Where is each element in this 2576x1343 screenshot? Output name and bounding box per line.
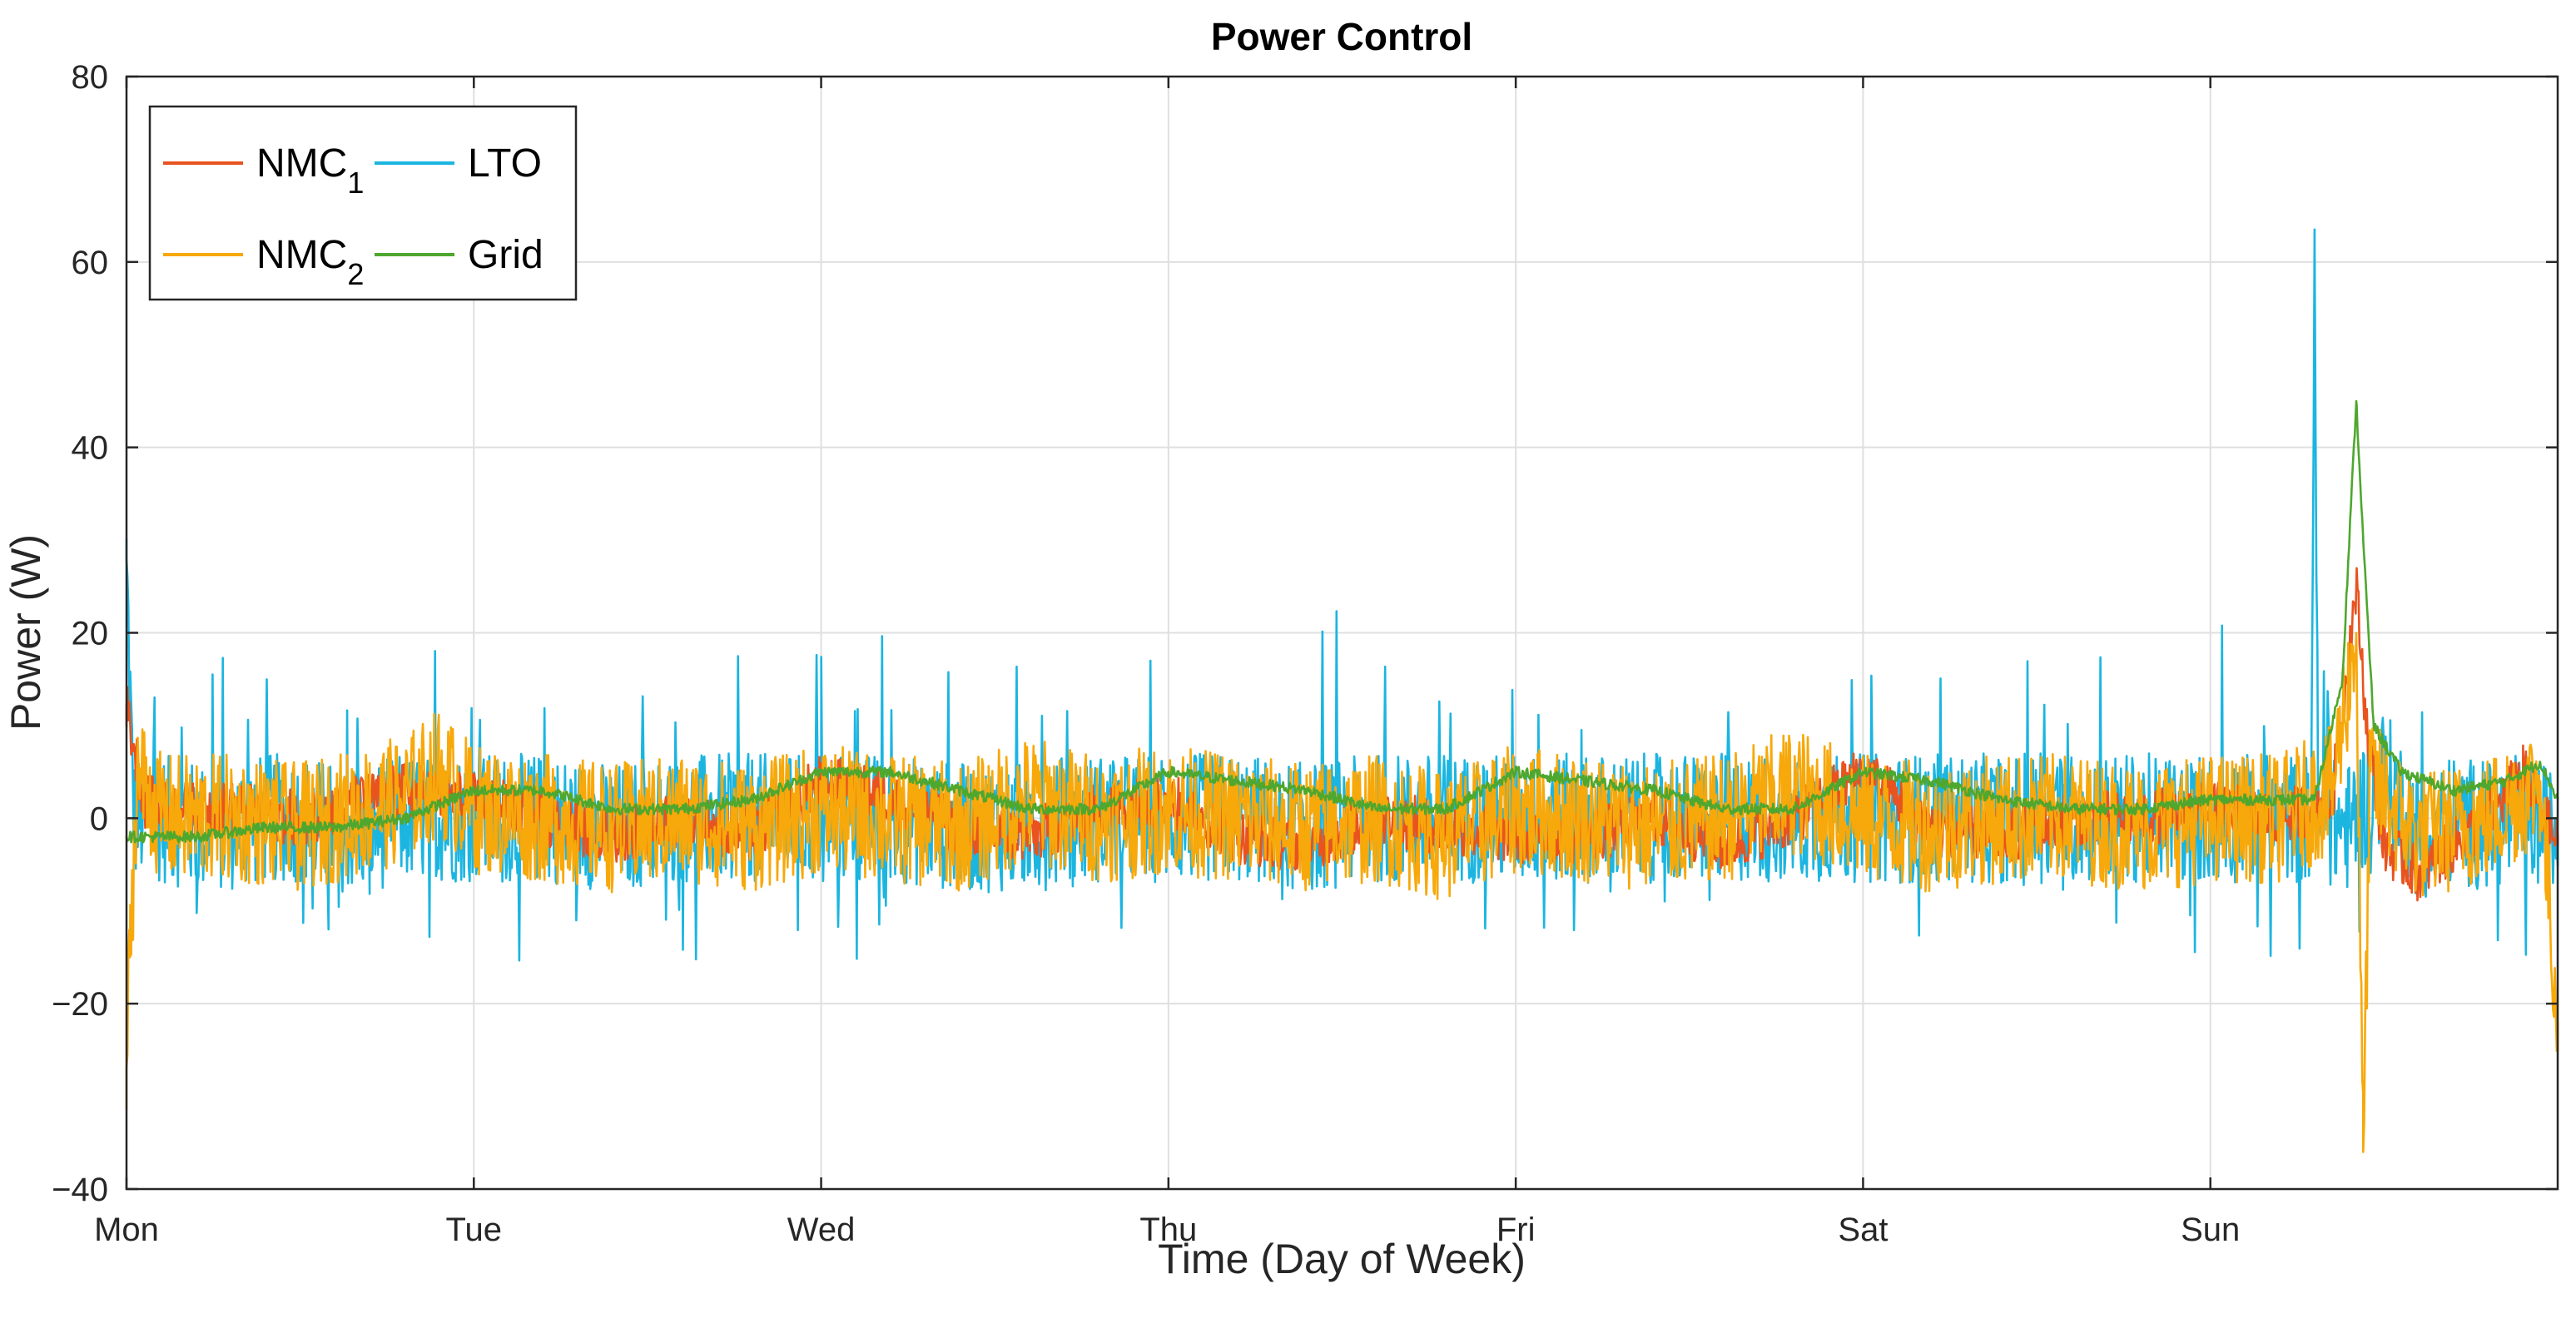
axis-ticks: Mon Tue Wed Thu Fri Sat Sun −40 −20 0 20 40 60 80: [52, 59, 2558, 1248]
chart-title: Power Control: [1211, 15, 1472, 58]
legend-label-nmc1: NMC1: [256, 141, 364, 200]
x-tick-label: Tue: [446, 1212, 502, 1248]
legend-label-nmc2: NMC2: [256, 233, 364, 291]
x-tick-label: Sat: [1838, 1212, 1888, 1248]
plot-series: [125, 228, 2559, 1153]
legend-label-lto: LTO: [468, 141, 542, 186]
x-tick-label: Thu: [1139, 1212, 1197, 1248]
x-tick-label: Fri: [1496, 1212, 1536, 1248]
y-tick-label: 0: [90, 800, 108, 837]
y-tick-label: 40: [72, 430, 109, 467]
x-axis-label: Time (Day of Week): [1158, 1236, 1526, 1282]
x-tick-label: Wed: [787, 1212, 856, 1248]
x-tick-label: Sun: [2181, 1212, 2240, 1248]
y-tick-label: 60: [72, 245, 109, 281]
x-tick-label: Mon: [94, 1212, 159, 1248]
y-tick-label: −40: [52, 1172, 108, 1208]
legend: NMC1 LTO NMC2 Grid: [148, 105, 578, 301]
legend-label-grid: Grid: [468, 233, 543, 277]
y-tick-label: −20: [52, 986, 108, 1023]
series-line-nmc2: [125, 632, 2559, 1153]
y-tick-label: 80: [72, 59, 109, 96]
y-tick-label: 20: [72, 616, 109, 652]
series-line-grid: [125, 399, 2559, 844]
y-axis-label: Power (W): [2, 534, 49, 731]
legend-box: [148, 105, 578, 301]
